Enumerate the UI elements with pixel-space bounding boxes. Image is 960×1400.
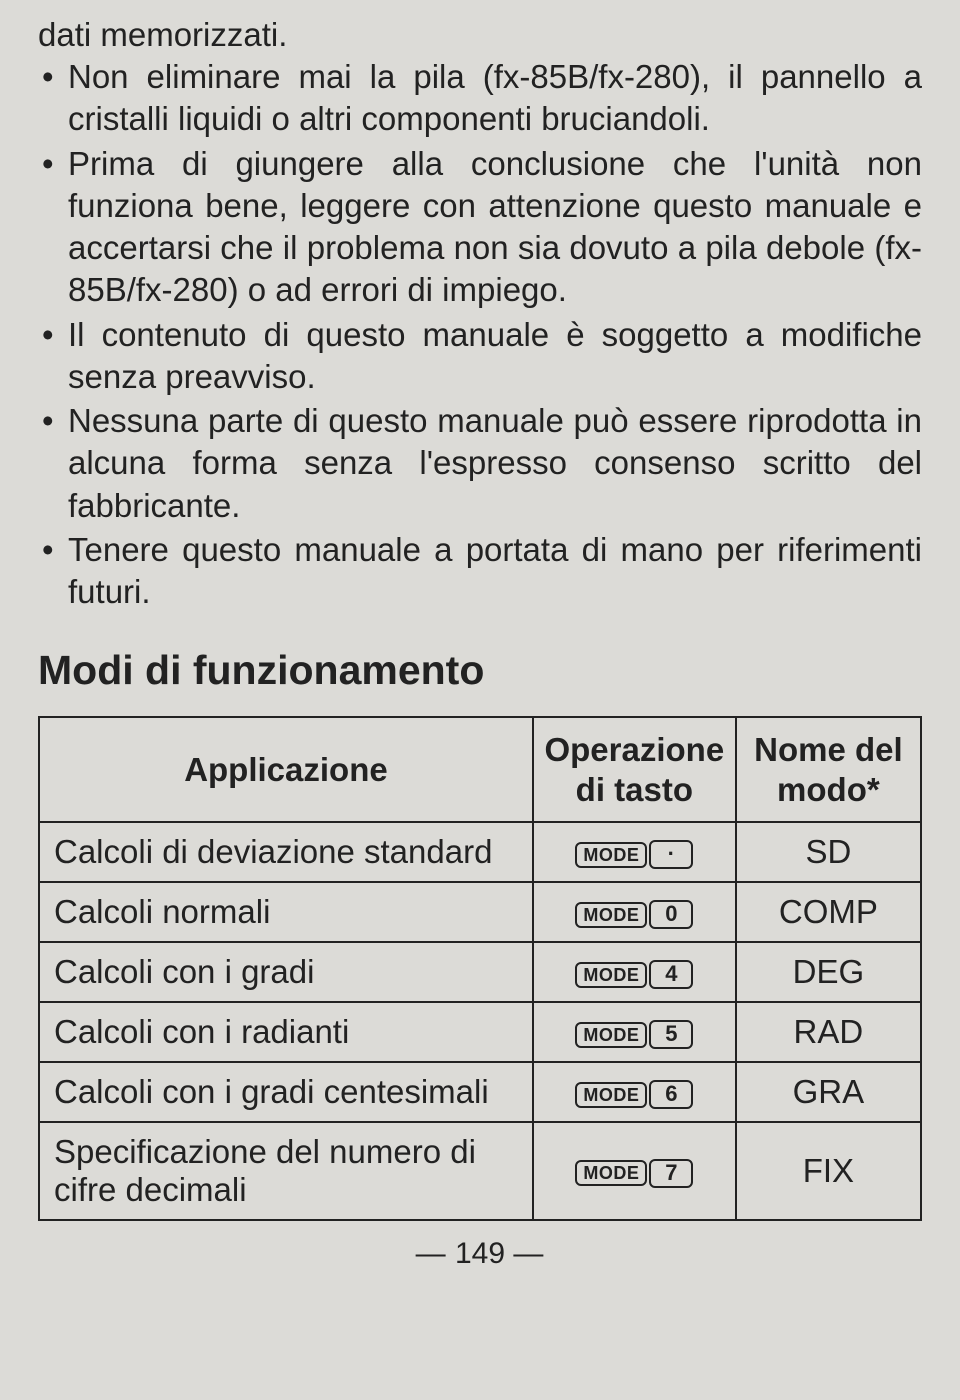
keycap-key-icon: 4 xyxy=(649,960,693,989)
table-header-row: Applicazione Operazione di tasto Nome de… xyxy=(39,717,921,822)
table-row: Calcoli con i radianti MODE5 RAD xyxy=(39,1002,921,1062)
table-row: Calcoli normali MODE0 COMP xyxy=(39,882,921,942)
cell-application: Calcoli con i gradi centesimali xyxy=(39,1062,533,1122)
section-heading: Modi di funzionamento xyxy=(38,647,922,694)
cell-operation: MODE4 xyxy=(533,942,736,1002)
col-header-mode: Nome del modo* xyxy=(736,717,921,822)
fragment-text: dati memorizzati. xyxy=(38,14,922,56)
cell-operation: MODE0 xyxy=(533,882,736,942)
list-item: Nessuna parte di questo manuale può esse… xyxy=(38,400,922,527)
page-number: 149 xyxy=(455,1237,505,1270)
cell-operation: MODE7 xyxy=(533,1122,736,1220)
keycap-mode-icon: MODE xyxy=(575,1022,647,1048)
cell-operation: MODE· xyxy=(533,822,736,882)
page-number-dash: — xyxy=(513,1237,544,1270)
col-header-application: Applicazione xyxy=(39,717,533,822)
keycap-key-icon: 7 xyxy=(649,1159,693,1188)
cell-application: Calcoli con i gradi xyxy=(39,942,533,1002)
cell-mode: FIX xyxy=(736,1122,921,1220)
table-row: Calcoli con i gradi centesimali MODE6 GR… xyxy=(39,1062,921,1122)
list-item: Tenere questo manuale a portata di mano … xyxy=(38,529,922,613)
page-number-dash: — xyxy=(416,1237,447,1270)
cell-mode: RAD xyxy=(736,1002,921,1062)
table-row: Specificazione del numero di cifre decim… xyxy=(39,1122,921,1220)
list-item: Prima di giungere alla conclusione che l… xyxy=(38,143,922,312)
list-item: Non eliminare mai la pila (fx-85B/fx-280… xyxy=(38,56,922,140)
cell-application: Specificazione del numero di cifre decim… xyxy=(39,1122,533,1220)
cell-operation: MODE5 xyxy=(533,1002,736,1062)
keycap-mode-icon: MODE xyxy=(575,1082,647,1108)
table-row: Calcoli di deviazione standard MODE· SD xyxy=(39,822,921,882)
keycap-mode-icon: MODE xyxy=(575,842,647,868)
modes-table: Applicazione Operazione di tasto Nome de… xyxy=(38,716,922,1221)
keycap-mode-icon: MODE xyxy=(575,902,647,928)
keycap-mode-icon: MODE xyxy=(575,962,647,988)
keycap-mode-icon: MODE xyxy=(575,1160,647,1186)
keycap-key-icon: 0 xyxy=(649,900,693,929)
cell-operation: MODE6 xyxy=(533,1062,736,1122)
col-header-operation: Operazione di tasto xyxy=(533,717,736,822)
table-row: Calcoli con i gradi MODE4 DEG xyxy=(39,942,921,1002)
cell-mode: COMP xyxy=(736,882,921,942)
cell-application: Calcoli con i radianti xyxy=(39,1002,533,1062)
cell-application: Calcoli normali xyxy=(39,882,533,942)
cell-mode: DEG xyxy=(736,942,921,1002)
cell-mode: GRA xyxy=(736,1062,921,1122)
cell-mode: SD xyxy=(736,822,921,882)
keycap-key-icon: 5 xyxy=(649,1020,693,1049)
keycap-key-icon: 6 xyxy=(649,1080,693,1109)
keycap-key-icon: · xyxy=(649,840,693,869)
page-number-wrap: — 149 — xyxy=(38,1237,922,1271)
list-item: Il contenuto di questo manuale è soggett… xyxy=(38,314,922,398)
cell-application: Calcoli di deviazione standard xyxy=(39,822,533,882)
bullet-list: Non eliminare mai la pila (fx-85B/fx-280… xyxy=(38,56,922,613)
